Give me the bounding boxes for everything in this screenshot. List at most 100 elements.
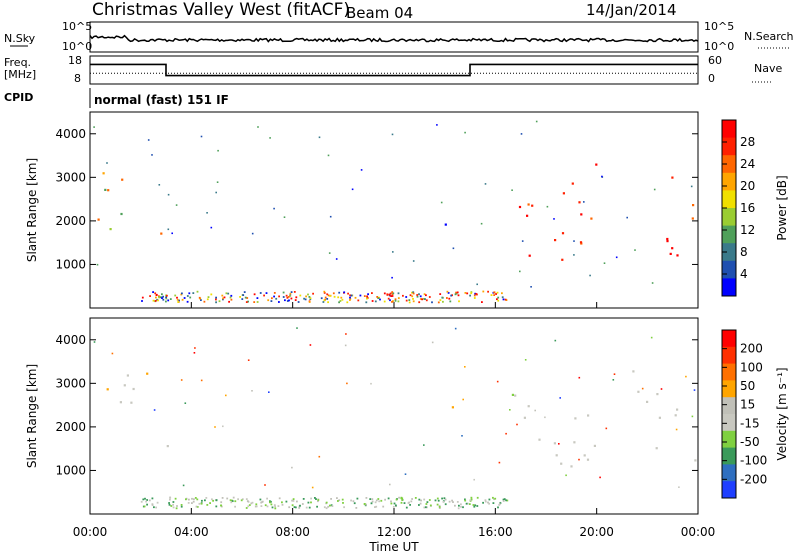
ground-scatter-cell	[267, 299, 270, 302]
freq-panel: Freq. [MHz] 18 8 60 0 Nave	[4, 54, 782, 85]
ground-scatter-cell	[239, 296, 241, 298]
ground-scatter-cell	[387, 297, 390, 300]
echo-cell	[146, 372, 149, 375]
sparse-echo-cell	[200, 379, 203, 382]
ground-scatter-cell	[141, 300, 143, 302]
ground-scatter-cell	[215, 505, 218, 508]
sparse-echo-cell	[318, 136, 321, 139]
ground-scatter-cell	[246, 500, 249, 502]
colorbar-tick-label: 200	[740, 342, 763, 356]
sparse-echo-cell	[273, 207, 275, 210]
ground-scatter-cell	[414, 497, 417, 499]
sparse-echo-cell	[214, 426, 216, 428]
ground-scatter-cell	[192, 500, 195, 503]
ground-scatter-cell	[308, 506, 311, 509]
sparse-echo-cell	[505, 432, 507, 435]
sparse-echo-cell	[167, 228, 170, 231]
ground-scatter-cell	[322, 301, 325, 303]
ground-scatter-cell	[425, 506, 428, 509]
echo-cell	[646, 400, 649, 403]
ground-scatter-cell	[397, 297, 400, 299]
sparse-echo-cell	[151, 154, 153, 156]
echo-cell	[553, 442, 556, 445]
echo-cell	[573, 441, 576, 444]
ground-scatter-cell	[341, 498, 344, 501]
noise-right-tick-bottom: 10^0	[704, 40, 734, 53]
date-label: 14/Jan/2014	[586, 1, 677, 19]
ground-scatter-cell	[412, 298, 414, 300]
ground-scatter-cell	[288, 299, 290, 302]
ground-scatter-cell	[444, 503, 447, 506]
ground-scatter-cell	[487, 501, 489, 504]
sparse-echo-cell	[389, 483, 391, 486]
x-axis: 00:00 04:00 08:00 12:00 16:00 20:00 00:00	[73, 302, 715, 539]
ground-scatter-cell	[281, 503, 284, 506]
sparse-echo-cell	[360, 169, 363, 171]
ground-scatter-cell	[307, 293, 309, 296]
colorbar-cell	[722, 430, 736, 449]
ground-scatter-cell	[375, 505, 378, 508]
ground-scatter-cell	[422, 298, 425, 300]
ground-scatter-cell	[452, 501, 454, 503]
ground-scatter-cell	[250, 502, 253, 505]
ground-scatter-cell	[493, 294, 496, 296]
echo-cell	[107, 189, 110, 192]
ground-scatter-cell	[245, 498, 248, 500]
ground-scatter-cell	[200, 502, 203, 505]
ground-scatter-cell	[161, 297, 163, 299]
ground-scatter-cell	[365, 301, 368, 304]
velocity-colorbar: -200 -100 -50 -15 15 50 100 200 Velocity [m s⁻¹…	[721, 329, 789, 499]
colorbar-cell	[722, 464, 736, 482]
ground-scatter-cell	[290, 297, 293, 300]
sparse-echo-cell	[318, 455, 321, 458]
echo-cell	[518, 205, 522, 209]
ground-scatter-cell	[418, 498, 421, 501]
ground-scatter-cell	[305, 295, 307, 298]
ground-scatter-cell	[460, 503, 462, 506]
ground-scatter-cell	[172, 501, 175, 503]
echo-cell	[531, 204, 534, 207]
ground-scatter-cell	[496, 291, 499, 294]
ground-scatter-cell	[327, 294, 330, 297]
ground-scatter-cell	[143, 505, 146, 508]
ground-scatter-cell	[349, 296, 351, 299]
ground-scatter-cell	[346, 301, 349, 304]
ground-scatter-cell	[428, 296, 431, 298]
sparse-echo-cell	[573, 240, 575, 242]
ground-scatter-cell	[168, 502, 170, 504]
ground-scatter-cell	[333, 295, 336, 298]
ground-scatter-cell	[416, 295, 419, 298]
ground-scatter-cell	[499, 502, 502, 504]
ground-scatter-cell	[352, 500, 355, 503]
ground-scatter-cell	[397, 300, 400, 303]
ground-scatter-cell	[496, 298, 498, 301]
ground-scatter-cell	[425, 294, 427, 297]
sparse-echo-cell	[431, 341, 434, 344]
ground-scatter-cell	[469, 294, 471, 297]
sparse-echo-cell	[693, 389, 696, 391]
ground-scatter-cell	[292, 498, 295, 500]
ground-scatter-cell	[326, 293, 329, 296]
sparse-echo-cell	[573, 254, 575, 256]
sparse-echo-cell	[641, 387, 644, 390]
colorbar-tick-label: 20	[740, 179, 755, 193]
sparse-echo-cell	[558, 443, 560, 445]
ground-scatter-cell	[156, 501, 159, 504]
ground-scatter-cell	[340, 296, 343, 299]
ground-scatter-cell	[375, 499, 378, 502]
ground-scatter-cell	[226, 497, 229, 500]
ground-scatter-cell	[155, 294, 158, 296]
ground-scatter-cell	[338, 499, 341, 502]
freq-left-tick-top: 18	[68, 54, 82, 67]
sparse-echo-cell	[462, 398, 464, 401]
ground-scatter-cell	[263, 294, 265, 297]
colorbar-cell	[722, 260, 736, 279]
ground-scatter-cell	[220, 501, 223, 504]
ground-scatter-cell	[418, 504, 420, 506]
ground-scatter-cell	[285, 500, 288, 503]
ground-scatter-cell	[191, 497, 193, 500]
ground-scatter-cell	[484, 499, 487, 502]
sparse-echo-cell	[335, 258, 338, 260]
noise-panel-frame	[89, 21, 699, 53]
ground-scatter-cell	[464, 292, 467, 294]
